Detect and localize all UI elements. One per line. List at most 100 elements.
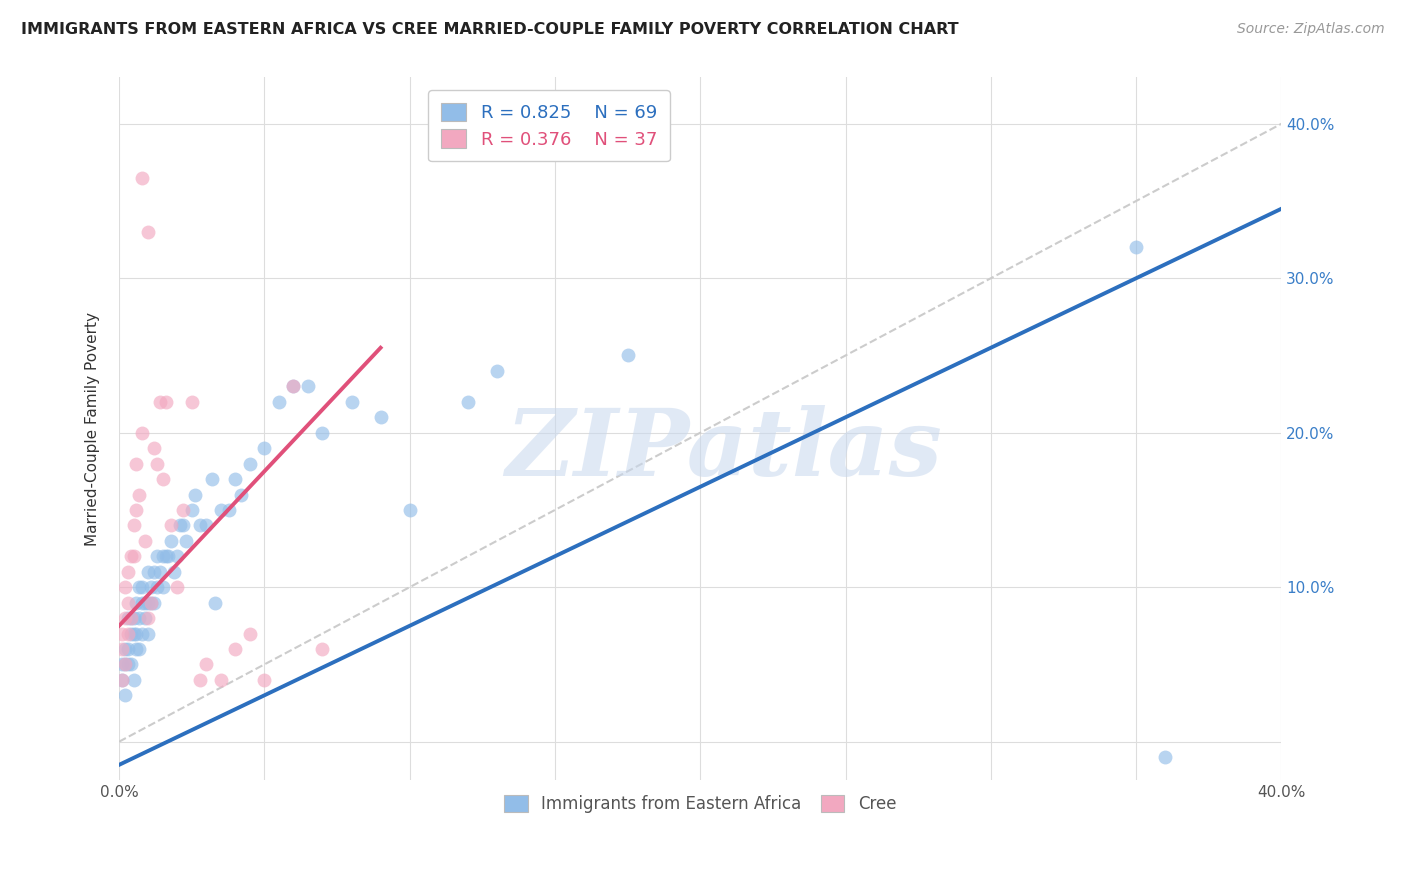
Point bbox=[169, 518, 191, 533]
Point bbox=[163, 565, 186, 579]
Point bbox=[253, 673, 276, 687]
Point bbox=[131, 170, 153, 185]
Point bbox=[204, 596, 226, 610]
Point bbox=[134, 611, 156, 625]
Point bbox=[139, 596, 162, 610]
Point bbox=[114, 642, 136, 657]
Point bbox=[125, 642, 148, 657]
Point bbox=[201, 472, 224, 486]
Point bbox=[180, 394, 202, 409]
Point bbox=[267, 394, 290, 409]
Point bbox=[120, 657, 142, 672]
Point bbox=[117, 642, 139, 657]
Point bbox=[1125, 240, 1147, 254]
Point bbox=[120, 549, 142, 564]
Point bbox=[117, 565, 139, 579]
Point bbox=[111, 642, 134, 657]
Point bbox=[139, 596, 162, 610]
Point bbox=[117, 596, 139, 610]
Legend: Immigrants from Eastern Africa, Cree: Immigrants from Eastern Africa, Cree bbox=[492, 783, 908, 825]
Point bbox=[166, 580, 188, 594]
Point bbox=[131, 626, 153, 640]
Point bbox=[1154, 750, 1177, 764]
Point bbox=[190, 673, 212, 687]
Point bbox=[117, 657, 139, 672]
Point bbox=[283, 379, 305, 393]
Y-axis label: Married-Couple Family Poverty: Married-Couple Family Poverty bbox=[86, 312, 100, 546]
Point bbox=[149, 394, 172, 409]
Point bbox=[114, 657, 136, 672]
Point bbox=[117, 611, 139, 625]
Point bbox=[128, 611, 150, 625]
Point bbox=[117, 626, 139, 640]
Point bbox=[172, 518, 194, 533]
Point bbox=[134, 533, 156, 548]
Point bbox=[239, 457, 262, 471]
Point bbox=[253, 441, 276, 455]
Point bbox=[134, 596, 156, 610]
Point bbox=[142, 596, 165, 610]
Point bbox=[136, 596, 159, 610]
Point bbox=[122, 626, 145, 640]
Point bbox=[160, 518, 183, 533]
Point bbox=[131, 596, 153, 610]
Point bbox=[146, 580, 169, 594]
Point bbox=[114, 611, 136, 625]
Point bbox=[157, 549, 180, 564]
Point bbox=[122, 673, 145, 687]
Point bbox=[155, 394, 177, 409]
Point bbox=[125, 596, 148, 610]
Point bbox=[111, 657, 134, 672]
Point bbox=[195, 518, 218, 533]
Point bbox=[616, 349, 638, 363]
Point bbox=[142, 565, 165, 579]
Point bbox=[111, 626, 134, 640]
Point bbox=[120, 611, 142, 625]
Point bbox=[131, 580, 153, 594]
Point bbox=[149, 565, 172, 579]
Point bbox=[172, 503, 194, 517]
Point bbox=[311, 642, 333, 657]
Text: ZIPatlas: ZIPatlas bbox=[505, 405, 942, 495]
Point bbox=[152, 472, 174, 486]
Point bbox=[125, 626, 148, 640]
Point bbox=[128, 642, 150, 657]
Text: IMMIGRANTS FROM EASTERN AFRICA VS CREE MARRIED-COUPLE FAMILY POVERTY CORRELATION: IMMIGRANTS FROM EASTERN AFRICA VS CREE M… bbox=[21, 22, 959, 37]
Point bbox=[136, 611, 159, 625]
Point bbox=[155, 549, 177, 564]
Point bbox=[209, 503, 232, 517]
Point bbox=[183, 487, 205, 501]
Point bbox=[195, 657, 218, 672]
Point bbox=[142, 441, 165, 455]
Text: Source: ZipAtlas.com: Source: ZipAtlas.com bbox=[1237, 22, 1385, 37]
Point bbox=[224, 642, 246, 657]
Point bbox=[139, 580, 162, 594]
Point bbox=[128, 580, 150, 594]
Point bbox=[125, 503, 148, 517]
Point bbox=[239, 626, 262, 640]
Point bbox=[111, 673, 134, 687]
Point bbox=[114, 689, 136, 703]
Point bbox=[209, 673, 232, 687]
Point bbox=[122, 611, 145, 625]
Point bbox=[125, 457, 148, 471]
Point bbox=[122, 518, 145, 533]
Point bbox=[166, 549, 188, 564]
Point bbox=[128, 487, 150, 501]
Point bbox=[120, 626, 142, 640]
Point bbox=[114, 580, 136, 594]
Point bbox=[160, 533, 183, 548]
Point bbox=[311, 425, 333, 440]
Point bbox=[398, 503, 420, 517]
Point bbox=[224, 472, 246, 486]
Point bbox=[136, 565, 159, 579]
Point bbox=[370, 410, 392, 425]
Point bbox=[297, 379, 319, 393]
Point bbox=[152, 580, 174, 594]
Point bbox=[457, 394, 479, 409]
Point bbox=[146, 457, 169, 471]
Point bbox=[340, 394, 363, 409]
Point bbox=[152, 549, 174, 564]
Point bbox=[283, 379, 305, 393]
Point bbox=[120, 611, 142, 625]
